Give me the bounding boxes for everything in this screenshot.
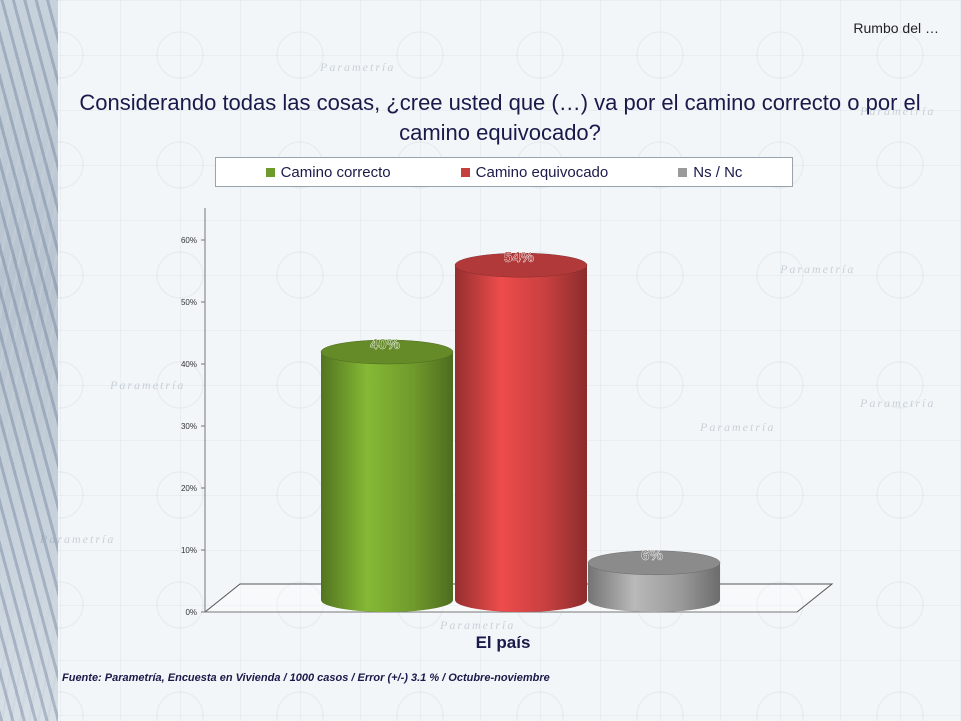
legend-item: Camino equivocado — [460, 163, 609, 181]
y-tick-label: 10% — [181, 546, 197, 555]
slide-corner-label: Rumbo del … — [853, 20, 939, 36]
watermark: Parametría — [860, 396, 936, 410]
y-tick-label: 50% — [181, 298, 197, 307]
source-note: Fuente: Parametría, Encuesta en Vivienda… — [62, 672, 550, 684]
bar — [455, 265, 587, 612]
y-tick-label: 20% — [181, 484, 197, 493]
legend-item: Camino correcto — [265, 163, 391, 181]
legend-item: Ns / Nc — [678, 164, 742, 181]
legend-swatch-nsnc — [678, 167, 688, 177]
x-axis-label: El país — [476, 633, 531, 652]
bar — [588, 562, 720, 612]
y-tick-label: 40% — [181, 360, 197, 369]
watermark: Parametría — [40, 532, 116, 546]
legend-swatch-equivocado — [460, 167, 470, 177]
legend-label: Ns / Nc — [693, 163, 743, 181]
legend-swatch-correcto — [265, 167, 275, 177]
watermark: Parametría — [110, 378, 186, 392]
decorative-left-strip — [0, 0, 58, 721]
legend-label: Camino correcto — [280, 163, 391, 181]
data-label: 54% — [504, 249, 534, 266]
data-label: 40% — [370, 336, 400, 353]
data-label: 6% — [641, 547, 663, 564]
watermark: Parametría — [700, 420, 776, 434]
y-tick-label: 30% — [181, 422, 197, 431]
y-tick-label: 0% — [185, 608, 197, 617]
watermark: Parametría — [440, 618, 516, 632]
chart-legend: Camino correcto Camino equivocado Ns / N… — [215, 157, 793, 187]
bar-top — [320, 339, 454, 365]
bar-top — [454, 252, 588, 278]
watermark: Parametría — [860, 104, 936, 118]
question-title: Considerando todas las cosas, ¿cree uste… — [79, 90, 921, 145]
bar — [321, 352, 453, 612]
bar-top — [587, 550, 721, 576]
legend-label: Camino equivocado — [475, 163, 609, 181]
y-tick-label: 60% — [181, 236, 197, 245]
watermark: Parametría — [320, 60, 396, 74]
watermark: Parametría — [780, 262, 856, 276]
